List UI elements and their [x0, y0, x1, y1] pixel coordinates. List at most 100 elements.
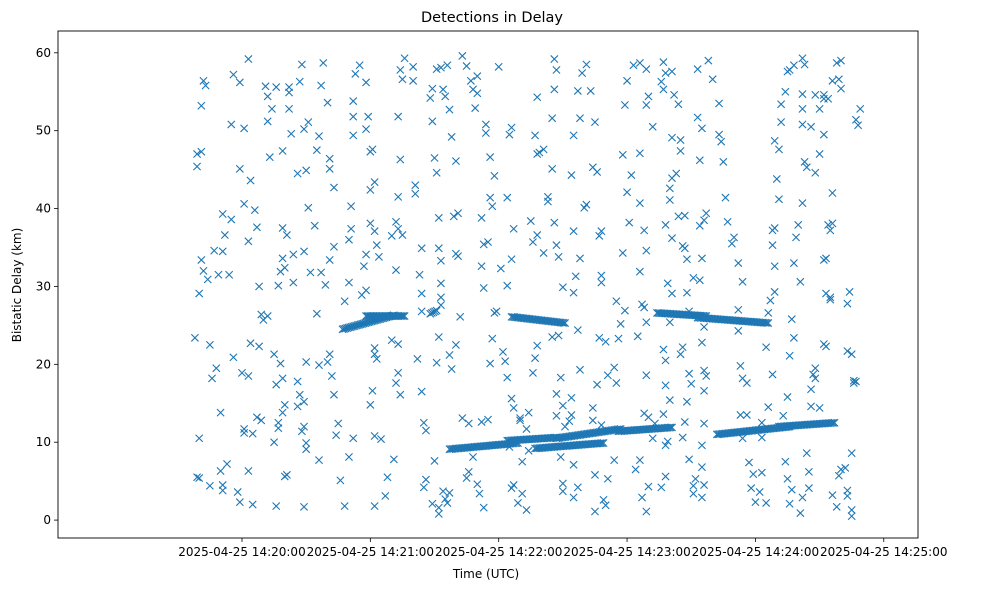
x-tick-label: 2025-04-25 14:20:00 — [178, 545, 305, 559]
detection-marker — [561, 319, 570, 328]
detection-marker — [854, 121, 863, 130]
detection-marker — [830, 418, 839, 427]
detection-marker — [312, 146, 321, 155]
detection-marker — [370, 431, 379, 440]
detection-marker — [644, 413, 653, 422]
detection-marker — [235, 78, 244, 87]
detection-marker — [539, 248, 548, 257]
detection-marker — [400, 312, 409, 321]
detection-marker — [343, 324, 352, 333]
detection-marker — [240, 424, 249, 433]
detection-marker — [640, 303, 649, 312]
detection-marker — [593, 167, 602, 176]
detection-marker — [826, 293, 835, 302]
x-tick-label: 2025-04-25 14:21:00 — [307, 545, 434, 559]
detection-marker — [278, 224, 287, 233]
detection-marker — [246, 339, 255, 348]
detection-marker — [597, 227, 606, 236]
detection-marker — [302, 438, 311, 447]
y-tick-label: 10 — [36, 435, 51, 449]
detection-marker — [689, 489, 698, 498]
detection-marker — [764, 403, 773, 412]
detection-marker — [689, 481, 698, 490]
detection-marker — [559, 318, 568, 327]
detection-marker — [295, 390, 304, 399]
detection-marker — [447, 365, 456, 373]
detection-marker — [642, 100, 651, 109]
detection-marker — [550, 85, 559, 94]
detection-marker — [197, 101, 206, 110]
detection-marker — [445, 488, 454, 497]
detection-marker — [554, 252, 563, 261]
detection-marker — [409, 62, 418, 71]
detection-marker — [550, 218, 559, 227]
detection-marker — [293, 169, 302, 178]
detection-marker — [751, 498, 760, 507]
detection-marker — [252, 413, 261, 422]
detection-marker — [250, 206, 259, 215]
detection-marker — [533, 341, 542, 350]
detection-marker — [431, 307, 440, 316]
detection-marker — [738, 277, 747, 286]
detection-marker — [798, 54, 807, 63]
detection-marker — [807, 402, 816, 411]
detection-marker — [736, 410, 745, 419]
detection-marker — [734, 259, 743, 268]
detection-marker — [479, 284, 488, 292]
detection-marker — [199, 266, 208, 275]
detection-marker — [798, 90, 807, 99]
detection-marker — [666, 423, 675, 432]
detection-marker — [302, 166, 311, 175]
detection-marker — [569, 131, 578, 140]
detection-marker — [300, 247, 309, 256]
detection-marker — [642, 246, 651, 255]
detection-marker — [387, 336, 396, 345]
detection-marker — [620, 306, 629, 315]
detection-marker — [464, 467, 473, 476]
detection-marker — [597, 278, 606, 287]
detection-marker — [436, 279, 445, 288]
detection-marker — [359, 262, 368, 271]
detection-marker — [394, 192, 403, 201]
detection-marker — [220, 231, 229, 240]
detection-marker — [285, 88, 294, 97]
detection-marker — [389, 455, 398, 464]
detection-marker — [244, 55, 253, 64]
detection-marker — [392, 379, 400, 388]
detection-marker — [462, 474, 471, 483]
detection-marker — [774, 195, 783, 204]
detection-marker — [338, 325, 347, 334]
detection-marker — [667, 289, 676, 298]
detection-marker — [449, 212, 458, 221]
detection-marker — [576, 114, 584, 123]
detection-marker — [479, 503, 488, 512]
detection-marker — [193, 162, 202, 171]
detection-marker — [847, 512, 856, 521]
detection-marker — [361, 319, 370, 328]
detection-marker — [561, 422, 570, 431]
detection-marker — [828, 219, 837, 228]
detection-marker — [676, 350, 685, 359]
detection-marker — [550, 55, 559, 64]
detection-marker — [528, 238, 537, 247]
detection-marker — [685, 369, 694, 378]
detection-marker — [691, 474, 700, 483]
detection-marker — [556, 453, 565, 461]
detection-marker — [486, 359, 495, 368]
detection-marker — [772, 174, 781, 183]
detection-marker — [522, 505, 531, 514]
detection-marker — [676, 136, 685, 145]
detection-marker — [370, 227, 379, 236]
detection-marker — [700, 322, 709, 331]
detection-marker — [419, 418, 428, 427]
detection-marker — [344, 453, 353, 461]
y-axis-title: Bistatic Delay (km) — [10, 228, 24, 343]
detection-marker — [588, 403, 597, 412]
detection-marker — [567, 393, 576, 402]
detection-marker — [789, 259, 798, 268]
detection-marker — [590, 118, 599, 127]
detection-marker — [843, 299, 852, 308]
detection-marker — [595, 333, 604, 342]
y-tick-label: 40 — [36, 202, 51, 216]
detection-marker — [193, 150, 202, 159]
